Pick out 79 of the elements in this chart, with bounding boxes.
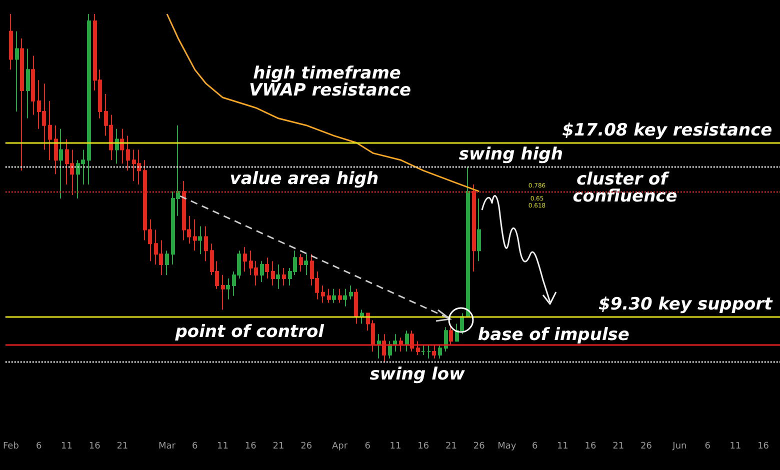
candlestick <box>271 260 275 286</box>
candlestick <box>438 344 442 360</box>
candlestick <box>282 268 286 286</box>
candlestick <box>54 124 58 175</box>
candlestick <box>165 250 169 276</box>
x-tick-label: 21 <box>612 442 624 452</box>
x-tick-label: Jun <box>672 442 687 452</box>
candlestick <box>15 30 19 112</box>
annotation: high timeframe VWAP resistance <box>248 64 412 100</box>
candlestick <box>421 344 425 356</box>
candlestick <box>87 14 91 186</box>
ref-line-label: value area high <box>230 168 379 189</box>
candlestick <box>332 288 336 304</box>
x-tick-label: Mar <box>158 442 176 452</box>
candlestick <box>193 218 197 252</box>
ref-line-label: swing low <box>370 364 466 384</box>
x-tick-label: 6 <box>704 442 711 452</box>
x-tick-label: 21 <box>272 442 284 452</box>
x-tick-label: 11 <box>217 442 228 452</box>
candlestick <box>9 14 13 70</box>
candlestick <box>472 184 476 272</box>
candlestick <box>26 48 30 119</box>
candlestick <box>477 198 481 262</box>
candlestick <box>349 284 353 300</box>
candlestick <box>243 246 247 272</box>
x-tick-label: 16 <box>584 442 597 452</box>
x-tick-label: 16 <box>758 442 770 452</box>
x-tick-label: 6 <box>36 442 42 452</box>
x-tick-label: May <box>498 442 517 452</box>
annotation: base of impulse <box>478 324 630 345</box>
x-tick-label: 26 <box>473 442 486 452</box>
candlestick <box>343 288 347 307</box>
candlestick <box>327 288 331 304</box>
annotation: cluster of confluence <box>572 170 678 206</box>
x-tick-label: 21 <box>445 442 457 452</box>
candlestick <box>299 254 303 272</box>
ref-line-label: swing high <box>458 144 563 165</box>
candlestick <box>276 264 280 290</box>
x-tick-label: 16 <box>418 442 430 452</box>
x-tick-label: 16 <box>88 442 101 452</box>
x-tick-label: 26 <box>300 442 312 452</box>
x-tick-label: Feb <box>3 442 20 452</box>
x-tick-label: 21 <box>116 442 128 452</box>
x-tick-label: Apr <box>332 442 348 452</box>
candlestick <box>360 309 364 324</box>
candlestick <box>354 288 358 324</box>
x-tick-label: 6 <box>364 442 371 452</box>
candlestick <box>126 135 130 172</box>
candlestick <box>115 128 119 164</box>
x-tick-label: 11 <box>390 442 402 452</box>
ref-line-label: point of control <box>174 322 326 342</box>
candlestick <box>304 254 308 276</box>
candlestick <box>427 344 431 360</box>
candlestick <box>265 257 269 279</box>
candlestick <box>48 100 52 161</box>
candlestick <box>405 330 409 352</box>
x-tick-label: 11 <box>730 442 742 452</box>
candlestick <box>221 274 225 310</box>
candlestick <box>198 226 202 255</box>
candlestick <box>59 128 63 199</box>
x-tick-label: 11 <box>556 442 568 452</box>
candlestick <box>226 278 230 300</box>
candlestick <box>377 334 381 360</box>
candlestick <box>466 166 470 318</box>
candlestick <box>338 288 342 304</box>
candlestick <box>120 128 124 164</box>
x-tick-label: 6 <box>532 442 538 452</box>
ref-line-label: $17.08 key resistance <box>562 120 772 140</box>
x-tick-label: 26 <box>640 442 652 452</box>
candlestick <box>260 260 264 282</box>
candlestick <box>204 226 208 262</box>
x-tick-label: 11 <box>60 442 72 452</box>
candlestick <box>20 38 24 172</box>
x-tick-label: 6 <box>192 442 198 452</box>
candlestick <box>444 326 448 352</box>
ref-line-label: $9.30 key support <box>598 294 774 314</box>
candlestick <box>321 284 325 304</box>
candlestick <box>31 55 35 116</box>
x-tick-label: 16 <box>244 442 257 452</box>
